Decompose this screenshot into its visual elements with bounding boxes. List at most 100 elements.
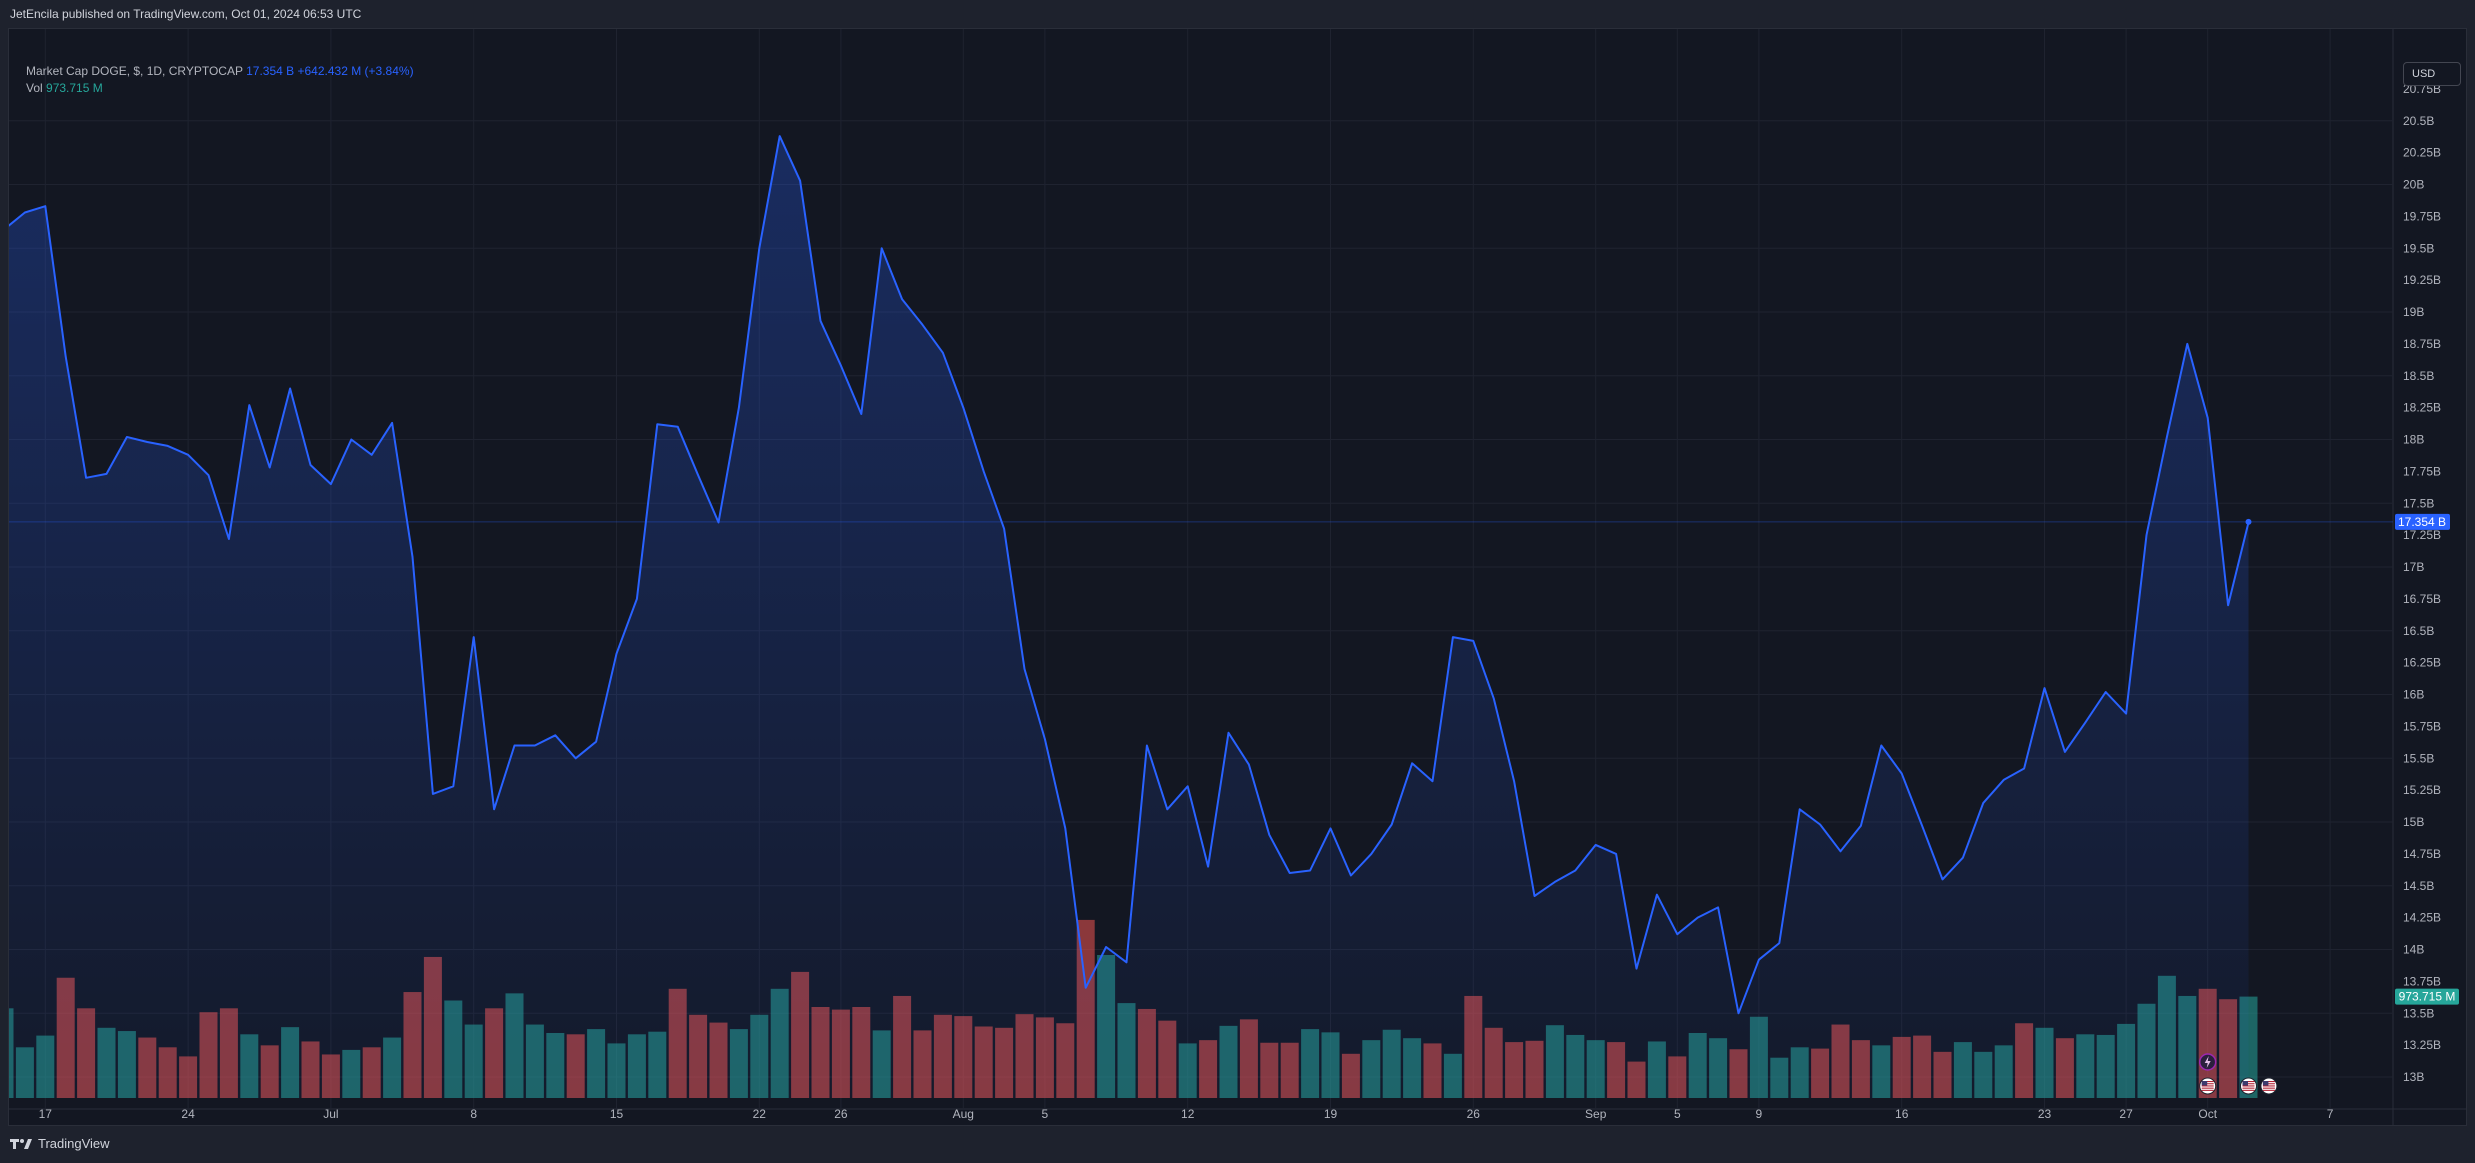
- event-markers[interactable]: [2198, 1053, 2278, 1095]
- y-tick-label: 19.5B: [2403, 241, 2434, 255]
- market-cap-area: [9, 135, 2250, 1098]
- last-value-label: 17.354 B: [2398, 515, 2446, 529]
- y-tick-label: 15.5B: [2403, 751, 2434, 765]
- price-axis[interactable]: 13B 13.25B 13.5B 13.75B 14B 14.25B 14.5B 14.75B…: [2403, 82, 2441, 1084]
- y-tick-label: 17B: [2403, 560, 2424, 574]
- x-tick-label: 5: [1674, 1107, 1681, 1121]
- x-tick-label: 7: [2327, 1107, 2334, 1121]
- y-tick-label: 20B: [2403, 178, 2424, 192]
- y-tick-label: 19.75B: [2403, 209, 2441, 223]
- lightning-icon[interactable]: [2198, 1053, 2217, 1071]
- y-tick-label: 15.75B: [2403, 719, 2441, 733]
- x-tick-label: 26: [1467, 1107, 1481, 1121]
- x-tick-label: Jul: [323, 1107, 338, 1121]
- y-tick-label: 14B: [2403, 943, 2424, 957]
- legend-volume-label: Vol: [26, 81, 43, 95]
- flag-stripe: [2242, 1085, 2255, 1087]
- y-tick-label: 20.25B: [2403, 146, 2441, 160]
- area-fill: [9, 136, 2249, 1098]
- x-tick-label: 19: [1324, 1107, 1338, 1121]
- x-tick-label: 26: [834, 1107, 848, 1121]
- legend-symbol: Market Cap DOGE, $, 1D, CRYPTOCAP: [26, 64, 243, 78]
- flag-stripe: [2242, 1089, 2255, 1091]
- currency-button[interactable]: USD: [2403, 62, 2461, 86]
- y-tick-label: 13.25B: [2403, 1038, 2441, 1052]
- y-tick-label: 20.5B: [2403, 114, 2434, 128]
- y-tick-label: 17.5B: [2403, 496, 2434, 510]
- tradingview-logo[interactable]: TradingView: [10, 1136, 110, 1151]
- flag-stripe: [2262, 1089, 2275, 1091]
- flag-stripe: [2242, 1083, 2255, 1085]
- x-tick-label: Sep: [1585, 1107, 1607, 1121]
- legend-volume-row[interactable]: Vol 973.715 M: [26, 80, 414, 97]
- y-tick-label: 14.5B: [2403, 879, 2434, 893]
- y-tick-label: 17.25B: [2403, 528, 2441, 542]
- y-tick-label: 16.75B: [2403, 592, 2441, 606]
- legend-main-row[interactable]: Market Cap DOGE, $, 1D, CRYPTOCAP 17.354…: [26, 63, 414, 80]
- x-tick-label: 22: [753, 1107, 767, 1121]
- y-tick-label: 18.25B: [2403, 401, 2441, 415]
- flag-canton: [2201, 1081, 2208, 1086]
- x-tick-label: 15: [610, 1107, 624, 1121]
- y-tick-label: 15.25B: [2403, 783, 2441, 797]
- x-tick-label: 23: [2038, 1107, 2052, 1121]
- flag-stripe: [2201, 1085, 2214, 1087]
- flag-stripe: [2242, 1087, 2255, 1089]
- flag-canton: [2262, 1081, 2269, 1086]
- y-tick-label: 16B: [2403, 688, 2424, 702]
- time-axis[interactable]: 17 24 Jul 8 15 22 26 Aug 5 12 19 26 Sep 5 9 16 23 27 Oct 7: [39, 1107, 2334, 1121]
- y-tick-label: 19B: [2403, 305, 2424, 319]
- volume-badge-label: 973.715 M: [2399, 990, 2456, 1004]
- last-value-badge: [2395, 513, 2450, 530]
- us-flag-icon[interactable]: [2260, 1077, 2278, 1095]
- y-tick-label: 15B: [2403, 815, 2424, 829]
- publisher-bar: JetEncila published on TradingView.com, …: [0, 0, 2475, 28]
- y-tick-label: 17.75B: [2403, 464, 2441, 478]
- y-tick-label: 18.5B: [2403, 369, 2434, 383]
- flag-stripe: [2201, 1087, 2214, 1089]
- flag-stripe: [2262, 1085, 2275, 1087]
- y-tick-label: 18B: [2403, 433, 2424, 447]
- tradingview-logo-icon: [10, 1138, 32, 1149]
- flag-stripe: [2201, 1081, 2214, 1083]
- flag-stripe: [2201, 1089, 2214, 1091]
- flag-stripe: [2201, 1083, 2214, 1085]
- legend-last-value: 17.354 B: [246, 64, 295, 78]
- x-tick-label: Oct: [2198, 1107, 2217, 1121]
- market-cap-line: [9, 135, 2250, 1015]
- lightning-bolt: [2204, 1056, 2211, 1068]
- chart-canvas[interactable]: 13B 13.25B 13.5B 13.75B 14B 14.25B 14.5B 14.75B…: [9, 29, 2466, 1125]
- flag-canton: [2242, 1081, 2248, 1086]
- flag-stripe: [2262, 1083, 2275, 1085]
- flag-stripe: [2262, 1081, 2275, 1083]
- flag-stripe: [2242, 1081, 2255, 1083]
- y-tick-label: 14.25B: [2403, 911, 2441, 925]
- x-tick-label: Aug: [953, 1107, 974, 1121]
- chart-legend: Market Cap DOGE, $, 1D, CRYPTOCAP 17.354…: [26, 63, 414, 97]
- y-tick-label: 14.75B: [2403, 847, 2441, 861]
- footer-bar: TradingView: [0, 1128, 2475, 1163]
- y-tick-label: 16.5B: [2403, 624, 2434, 638]
- legend-change: +642.432 M (+3.84%): [297, 64, 414, 78]
- last-point-dot: [2245, 518, 2252, 525]
- x-tick-label: 5: [1042, 1107, 1049, 1121]
- y-tick-label: 13.75B: [2403, 974, 2441, 988]
- x-tick-label: 27: [2119, 1107, 2133, 1121]
- x-tick-label: 17: [39, 1107, 53, 1121]
- us-flag-icon[interactable]: [2199, 1077, 2217, 1095]
- us-flag-icon[interactable]: [2240, 1077, 2257, 1095]
- y-tick-label: 18.75B: [2403, 337, 2441, 351]
- y-tick-label: 13.5B: [2403, 1006, 2434, 1020]
- y-tick-label: 19.25B: [2403, 273, 2441, 287]
- x-tick-label: 9: [1756, 1107, 1763, 1121]
- x-tick-label: 16: [1895, 1107, 1909, 1121]
- volume-badge: [2395, 988, 2459, 1005]
- x-tick-label: 24: [181, 1107, 195, 1121]
- x-tick-label: 12: [1181, 1107, 1195, 1121]
- publisher-line: JetEncila published on TradingView.com, …: [10, 7, 362, 21]
- chart-pane[interactable]: 13B 13.25B 13.5B 13.75B 14B 14.25B 14.5B 14.75B…: [8, 28, 2467, 1126]
- brand-name: TradingView: [38, 1136, 110, 1151]
- y-tick-label: 13B: [2403, 1070, 2424, 1084]
- flag-stripe: [2262, 1087, 2275, 1089]
- x-tick-label: 8: [470, 1107, 477, 1121]
